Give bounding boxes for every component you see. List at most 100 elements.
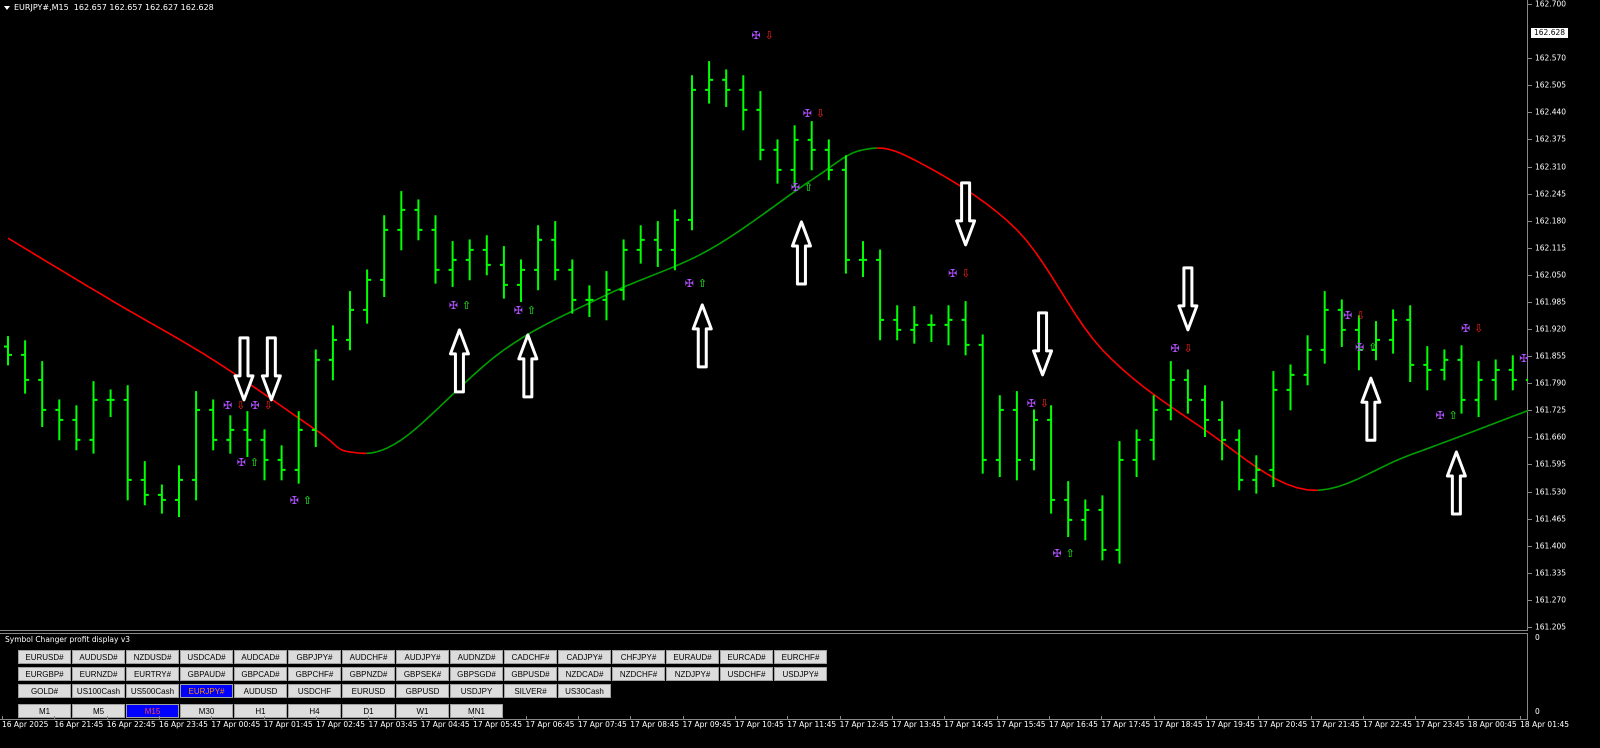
price-label: 162.180 (1535, 216, 1567, 226)
symbol-button-audjpy[interactable]: AUDJPY# (396, 650, 449, 664)
moving-average-segment (803, 179, 813, 187)
symbol-button-us500cash[interactable]: US500Cash (126, 684, 179, 698)
subwindow-title: Symbol Changer profit display v3 (5, 635, 131, 644)
symbol-button-gbpnzd[interactable]: GBPNZD# (342, 667, 395, 681)
price-bar (1474, 361, 1483, 417)
symbol-button-gbpjpy[interactable]: GBPJPY# (288, 650, 341, 664)
symbol-button-nzdchf[interactable]: NZDCHF# (612, 667, 665, 681)
timeframe-button-m30[interactable]: M30 (180, 704, 233, 718)
moving-average-segment (330, 440, 335, 445)
timeframe-button-m15[interactable]: M15 (126, 704, 179, 718)
timeframe-button-m5[interactable]: M5 (72, 704, 125, 718)
symbol-button-nzdjpy[interactable]: NZDJPY# (666, 667, 719, 681)
moving-average-segment (279, 404, 291, 413)
sell-arrow-icon: ⇩ (1183, 342, 1192, 355)
price-bar (1354, 315, 1363, 371)
price-tick (1528, 166, 1532, 168)
time-tick (473, 716, 475, 720)
moving-average-segment (1286, 483, 1298, 489)
sell-arrow-icon: ⇩ (816, 107, 825, 120)
price-bar (739, 75, 748, 131)
main-chart-area[interactable] (0, 0, 1528, 631)
symbol-button-chfjpy[interactable]: CHFJPY# (612, 650, 665, 664)
timeframe-button-h4[interactable]: H4 (288, 704, 341, 718)
symbol-button-gbpcad[interactable]: GBPCAD# (234, 667, 287, 681)
symbol-button-us100cash[interactable]: US100Cash (72, 684, 125, 698)
symbol-button-usdchf[interactable]: USDCHF# (720, 667, 773, 681)
moving-average-segment (575, 303, 587, 311)
symbol-button-usdjpy[interactable]: USDJPY (450, 684, 503, 698)
dropdown-triangle-icon[interactable] (4, 5, 10, 10)
moving-average-segment (729, 228, 742, 238)
moving-average-segment (321, 433, 328, 439)
price-label: 161.790 (1535, 378, 1567, 388)
time-tick (577, 716, 579, 720)
symbol-button-eurusd[interactable]: EURUSD (342, 684, 395, 698)
symbol-button-eurgbp[interactable]: EURGBP# (18, 667, 71, 681)
time-tick (2, 716, 3, 720)
signal-cross-icon: ✠ (948, 267, 957, 280)
timeframe-button-h1[interactable]: H1 (234, 704, 287, 718)
price-bar (482, 235, 491, 276)
price-tick (1528, 491, 1532, 493)
symbol-button-usdjpy[interactable]: USDJPY# (774, 667, 827, 681)
timeframe-button-mn1[interactable]: MN1 (450, 704, 503, 718)
symbol-button-eurnzd[interactable]: EURNZD# (72, 667, 125, 681)
symbol-button-euraud[interactable]: EURAUD# (666, 650, 719, 664)
chart-title: EURJPY#,M15 162.657 162.657 162.627 162.… (4, 3, 214, 12)
moving-average-segment (647, 272, 659, 279)
symbol-button-audchf[interactable]: AUDCHF# (342, 650, 395, 664)
moving-average-segment (30, 251, 43, 260)
symbol-button-gbpusd[interactable]: GBPUSD# (504, 667, 557, 681)
price-bar (123, 385, 132, 501)
symbol-button-nzdusd[interactable]: NZDUSD# (126, 650, 179, 664)
moving-average-segment (513, 335, 525, 344)
moving-average-segment (482, 357, 494, 368)
symbol-button-gbpaud[interactable]: GBPAUD# (180, 667, 233, 681)
symbol-button-audcad[interactable]: AUDCAD# (234, 650, 287, 664)
timeframe-button-m1[interactable]: M1 (18, 704, 71, 718)
price-label: 161.595 (1535, 459, 1567, 469)
symbol-button-gold[interactable]: GOLD# (18, 684, 71, 698)
symbol-button-eurtry[interactable]: EURTRY# (126, 667, 179, 681)
price-tick (1528, 356, 1532, 358)
moving-average-segment (1327, 485, 1339, 490)
moving-average-segment (848, 151, 854, 156)
symbol-button-us30cash[interactable]: US30Cash (558, 684, 611, 698)
price-bar (226, 415, 235, 454)
symbol-button-usdcad[interactable]: USDCAD# (180, 650, 233, 664)
timeframe-button-w1[interactable]: W1 (396, 704, 449, 718)
subwindow-scale-bottom: 0 (1535, 707, 1540, 716)
price-bar (55, 399, 64, 441)
symbol-button-silver[interactable]: SILVER# (504, 684, 557, 698)
signal-cross-icon: ✠ (791, 181, 800, 194)
symbol-button-audusd[interactable]: AUDUSD# (72, 650, 125, 664)
time-label: 17 Apr 13:45 (891, 720, 941, 729)
symbol-button-eurjpy[interactable]: EURJPY# (180, 684, 233, 698)
symbol-button-eurusd[interactable]: EURUSD# (18, 650, 71, 664)
symbol-button-audusd[interactable]: AUDUSD (234, 684, 287, 698)
symbol-button-eurcad[interactable]: EURCAD# (720, 650, 773, 664)
price-bar (1201, 385, 1209, 437)
moving-average-segment (223, 366, 236, 375)
symbol-button-gbpsek[interactable]: GBPSEK# (396, 667, 449, 681)
up-arrow-annotation-icon (691, 303, 713, 369)
moving-average-segment (1388, 458, 1400, 465)
time-label: 17 Apr 16:45 (1049, 720, 1098, 729)
price-bar (346, 291, 354, 351)
signal-cross-icon: ✠ (685, 277, 694, 290)
symbol-button-eurchf[interactable]: EURCHF# (774, 650, 827, 664)
moving-average-segment (1476, 424, 1491, 431)
timeframe-button-d1[interactable]: D1 (342, 704, 395, 718)
symbol-button-audnzd[interactable]: AUDNZD# (450, 650, 503, 664)
symbol-button-nzdcad[interactable]: NZDCAD# (558, 667, 611, 681)
symbol-button-cadjpy[interactable]: CADJPY# (558, 650, 611, 664)
price-bar (397, 191, 406, 251)
symbol-button-cadchf[interactable]: CADCHF# (504, 650, 557, 664)
symbol-button-usdchf[interactable]: USDCHF (288, 684, 341, 698)
symbol-button-gbpsgd[interactable]: GBPSGD# (450, 667, 503, 681)
symbol-button-gbpusd[interactable]: GBPUSD (396, 684, 449, 698)
price-bar (807, 121, 816, 171)
moving-average-segment (1006, 219, 1018, 231)
symbol-button-gbpchf[interactable]: GBPCHF# (288, 667, 341, 681)
